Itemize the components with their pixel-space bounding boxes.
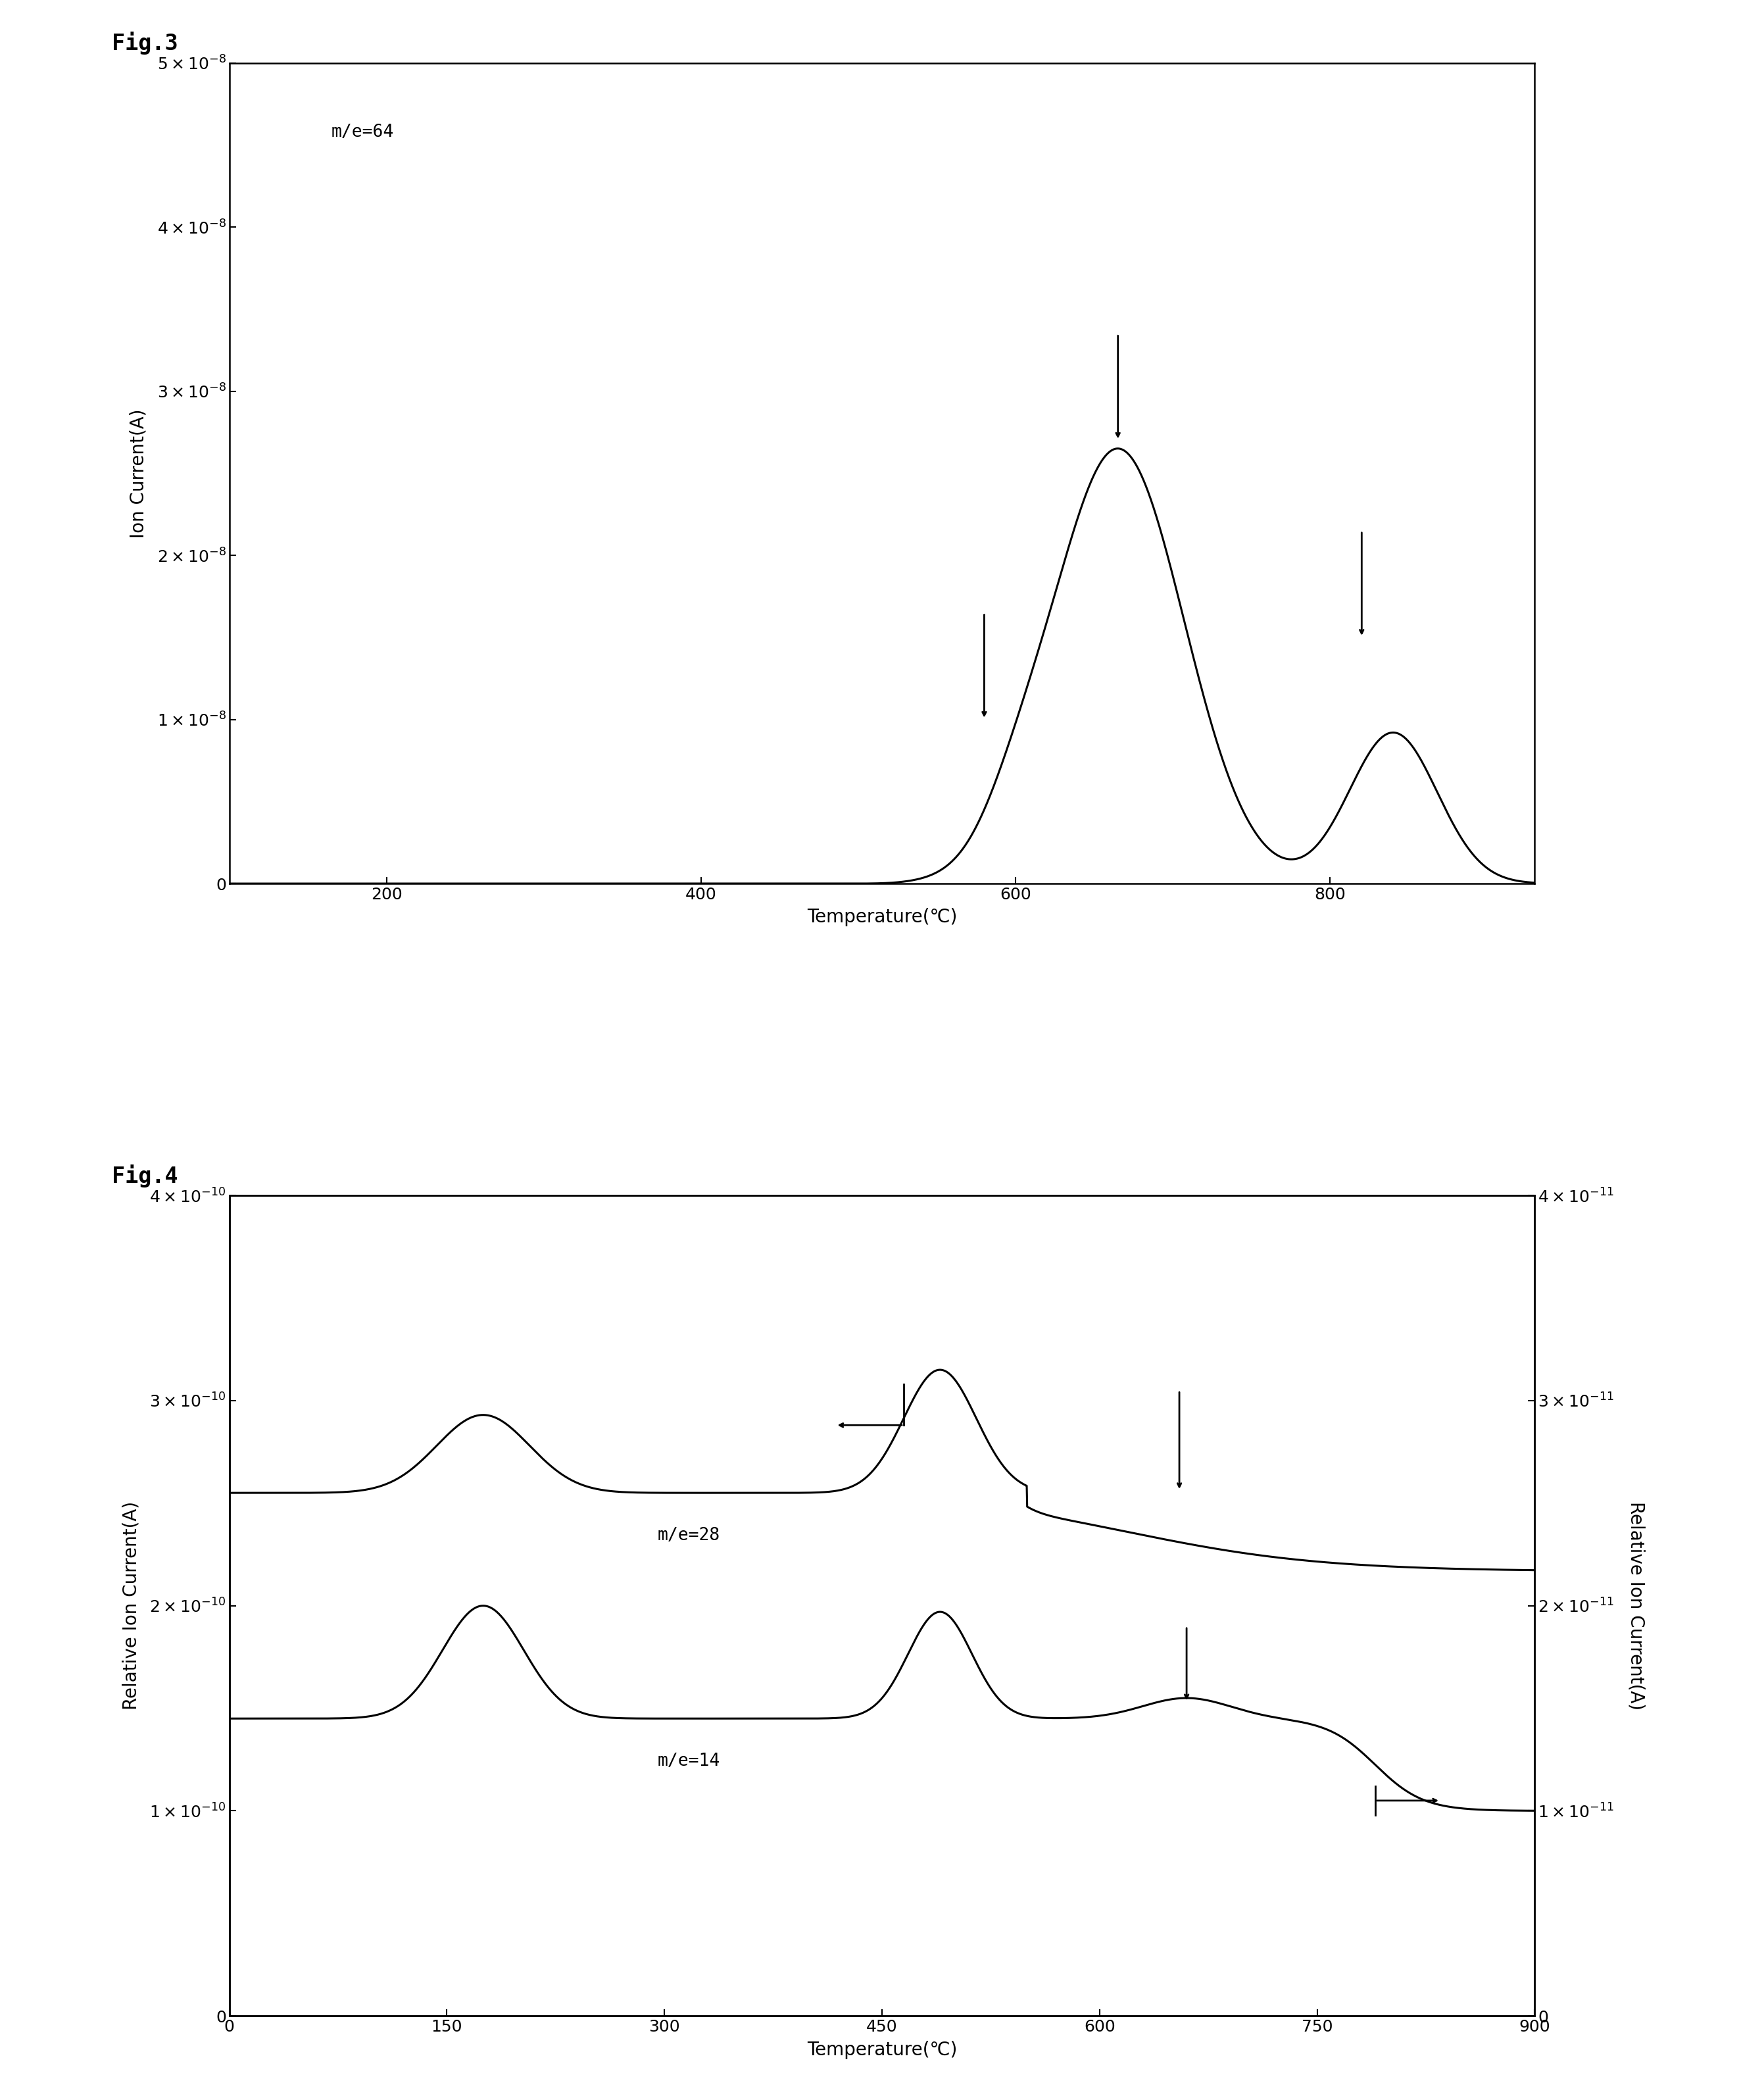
Y-axis label: Ion Current(A): Ion Current(A) — [129, 410, 148, 538]
Text: m/e=64: m/e=64 — [332, 124, 393, 141]
Text: Fig.3: Fig.3 — [111, 32, 178, 55]
Y-axis label: Relative Ion Current(A): Relative Ion Current(A) — [1626, 1502, 1646, 1709]
Text: m/e=28: m/e=28 — [658, 1527, 720, 1544]
X-axis label: Temperature(℃): Temperature(℃) — [806, 2041, 958, 2058]
Text: Fig.4: Fig.4 — [111, 1163, 178, 1186]
Text: m/e=14: m/e=14 — [658, 1754, 720, 1770]
Y-axis label: Relative Ion Current(A): Relative Ion Current(A) — [122, 1502, 141, 1709]
X-axis label: Temperature(℃): Temperature(℃) — [806, 907, 958, 926]
